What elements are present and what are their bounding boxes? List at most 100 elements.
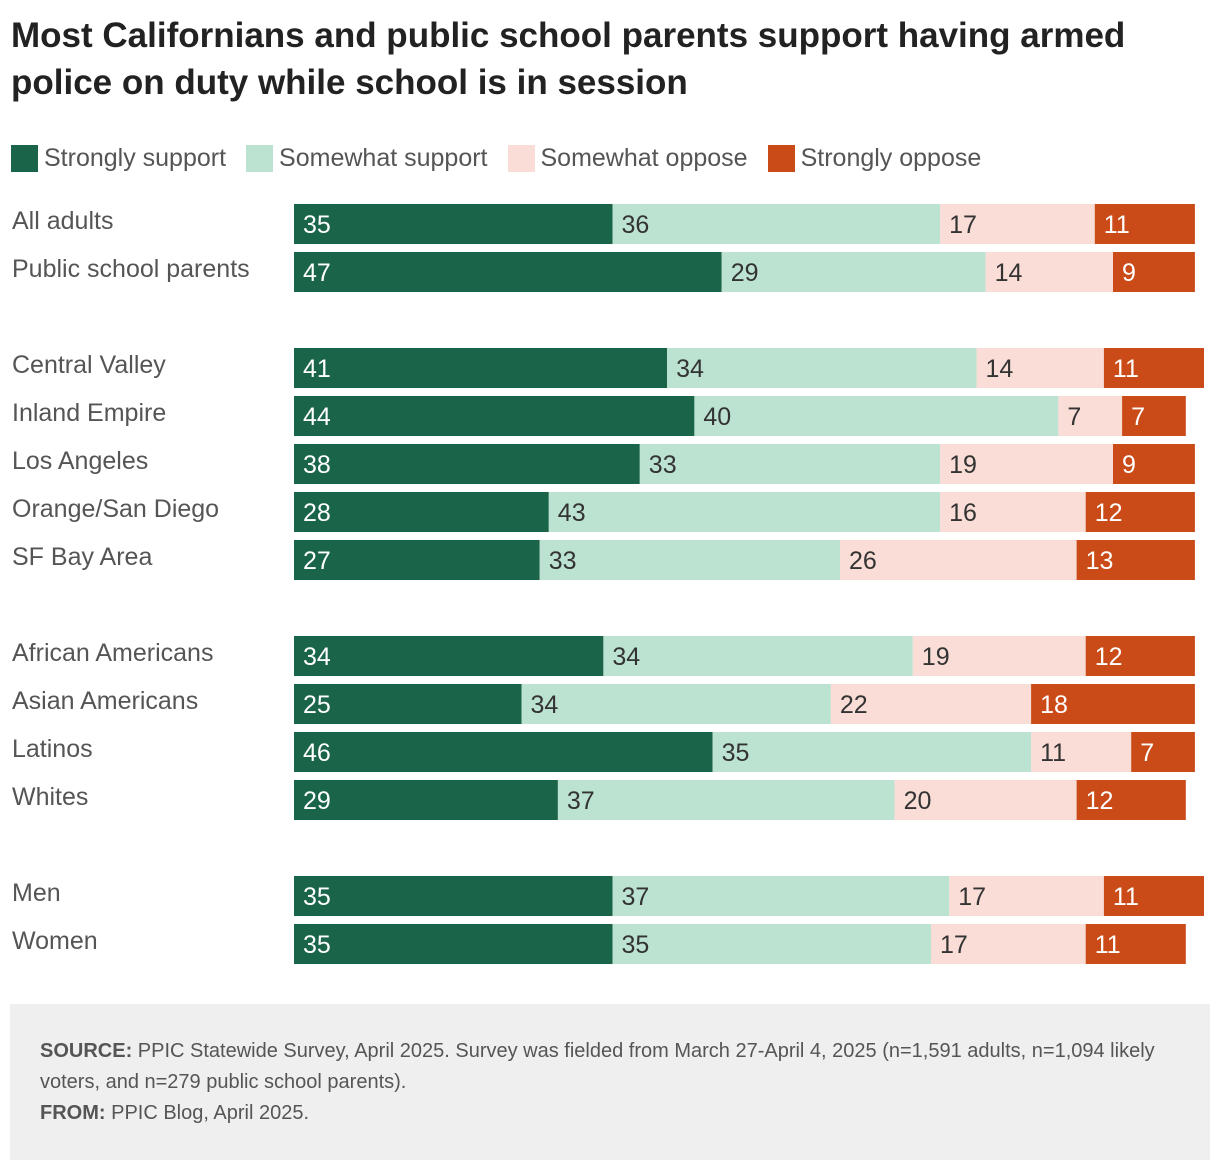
- data-label: 35: [303, 883, 331, 911]
- bar-segment-women-2: [931, 924, 1086, 964]
- bar-segment-orange-san-diego-3: [1085, 492, 1195, 532]
- row-label-african-americans: African Americans: [12, 639, 213, 667]
- bar-segment-african-americans-1: [603, 636, 913, 676]
- bar-segment-asian-americans-1: [521, 684, 831, 724]
- bar-segment-inland-empire-0: [294, 396, 695, 436]
- data-label: 20: [904, 787, 932, 815]
- bar-segment-los-angeles-0: [294, 444, 640, 484]
- data-label: 11: [1113, 883, 1139, 911]
- footer-text: SOURCE: PPIC Statewide Survey, April 202…: [40, 1036, 1160, 1129]
- data-label: 18: [1040, 691, 1068, 719]
- data-label: 34: [531, 691, 559, 719]
- stacked-bar-chart: All adults 35 36 17 11 Public school parents 4…: [12, 204, 1204, 964]
- bar-segment-african-americans-3: [1085, 636, 1195, 676]
- bar-segment-asian-americans-0: [294, 684, 522, 724]
- data-label: 9: [1122, 259, 1136, 287]
- bar-segment-whites-3: [1076, 780, 1186, 820]
- data-label: 12: [1095, 499, 1123, 527]
- bar-segment-whites-2: [894, 780, 1077, 820]
- data-label: 12: [1086, 787, 1114, 815]
- data-label: 11: [1040, 739, 1066, 767]
- bar-segment-orange-san-diego-1: [548, 492, 941, 532]
- data-label: 41: [303, 355, 331, 383]
- bar-segment-public-school-parents-1: [721, 252, 986, 292]
- data-label: 35: [303, 931, 331, 959]
- data-label: 46: [303, 739, 331, 767]
- bar-segment-inland-empire-2: [1058, 396, 1123, 436]
- data-label: 35: [622, 931, 650, 959]
- bar-segment-african-americans-2: [912, 636, 1086, 676]
- data-label: 17: [958, 883, 986, 911]
- bar-segment-public-school-parents-2: [985, 252, 1113, 292]
- row-label-whites: Whites: [12, 783, 88, 811]
- data-label: 19: [949, 451, 977, 479]
- bar-segment-all-adults-1: [612, 204, 941, 244]
- bar-segment-latinos-1: [712, 732, 1032, 772]
- bar-segment-latinos-0: [294, 732, 713, 772]
- data-label: 11: [1095, 931, 1121, 959]
- source-footer: SOURCE: PPIC Statewide Survey, April 202…: [10, 1004, 1210, 1160]
- bar-segment-los-angeles-3: [1113, 444, 1195, 484]
- row-label-latinos: Latinos: [12, 735, 93, 763]
- data-label: 7: [1131, 403, 1145, 431]
- bar-segment-public-school-parents-0: [294, 252, 722, 292]
- data-label: 38: [303, 451, 331, 479]
- chart-title: Most Californians and public school pare…: [11, 16, 1126, 102]
- row-label-sf-bay-area: SF Bay Area: [12, 543, 152, 571]
- data-label: 37: [622, 883, 650, 911]
- bar-segment-men-3: [1103, 876, 1204, 916]
- row-label-men: Men: [12, 879, 61, 907]
- legend-swatch: [11, 144, 38, 172]
- legend-label: Strongly oppose: [800, 143, 982, 172]
- data-label: 19: [922, 643, 950, 671]
- bar-segment-orange-san-diego-0: [294, 492, 549, 532]
- data-label: 16: [949, 499, 977, 527]
- bar-segment-asian-americans-3: [1031, 684, 1195, 724]
- data-label: 14: [995, 259, 1023, 287]
- data-label: 11: [1113, 355, 1139, 383]
- data-label: 29: [731, 259, 759, 287]
- bar-segment-orange-san-diego-2: [940, 492, 1086, 532]
- data-label: 17: [940, 931, 968, 959]
- bar-segment-african-americans-0: [294, 636, 604, 676]
- bar-segment-los-angeles-2: [940, 444, 1113, 484]
- source-label: SOURCE:: [40, 1040, 133, 1062]
- data-label: 14: [986, 355, 1014, 383]
- bar-segment-women-1: [612, 924, 931, 964]
- data-label: 33: [649, 451, 677, 479]
- data-label: 17: [949, 211, 977, 239]
- legend-item-somewhat-oppose: Somewhat oppose: [507, 143, 748, 173]
- data-label: 22: [840, 691, 868, 719]
- bar-segment-latinos-2: [1031, 732, 1132, 772]
- bar-segment-all-adults-0: [294, 204, 613, 244]
- bar-segment-men-2: [949, 876, 1104, 916]
- data-label: 9: [1122, 451, 1136, 479]
- data-label: 7: [1067, 403, 1081, 431]
- row-label-los-angeles: Los Angeles: [12, 447, 148, 475]
- data-label: 29: [303, 787, 331, 815]
- data-label: 27: [303, 547, 331, 575]
- data-label: 7: [1140, 739, 1154, 767]
- data-label: 12: [1095, 643, 1123, 671]
- data-label: 25: [303, 691, 331, 719]
- data-label: 11: [1104, 211, 1130, 239]
- data-label: 35: [303, 211, 331, 239]
- bar-segment-sf-bay-area-2: [840, 540, 1077, 580]
- legend-label: Somewhat oppose: [540, 143, 748, 172]
- bar-segment-asian-americans-2: [830, 684, 1032, 724]
- row-label-asian-americans: Asian Americans: [12, 687, 198, 715]
- bar-segment-women-3: [1085, 924, 1186, 964]
- row-label-orange-san-diego: Orange/San Diego: [12, 495, 219, 523]
- data-label: 33: [549, 547, 577, 575]
- bar-segment-inland-empire-1: [694, 396, 1059, 436]
- bar-segment-central-valley-1: [667, 348, 977, 388]
- bar-segment-women-0: [294, 924, 613, 964]
- legend-item-strongly-support: Strongly support: [11, 144, 226, 173]
- bar-segment-sf-bay-area-3: [1076, 540, 1195, 580]
- data-label: 28: [303, 499, 331, 527]
- legend-swatch: [507, 144, 535, 172]
- bar-segment-all-adults-2: [940, 204, 1095, 244]
- legend-swatch: [246, 144, 274, 172]
- bar-segment-whites-1: [557, 780, 895, 820]
- bar-segment-men-0: [294, 876, 613, 916]
